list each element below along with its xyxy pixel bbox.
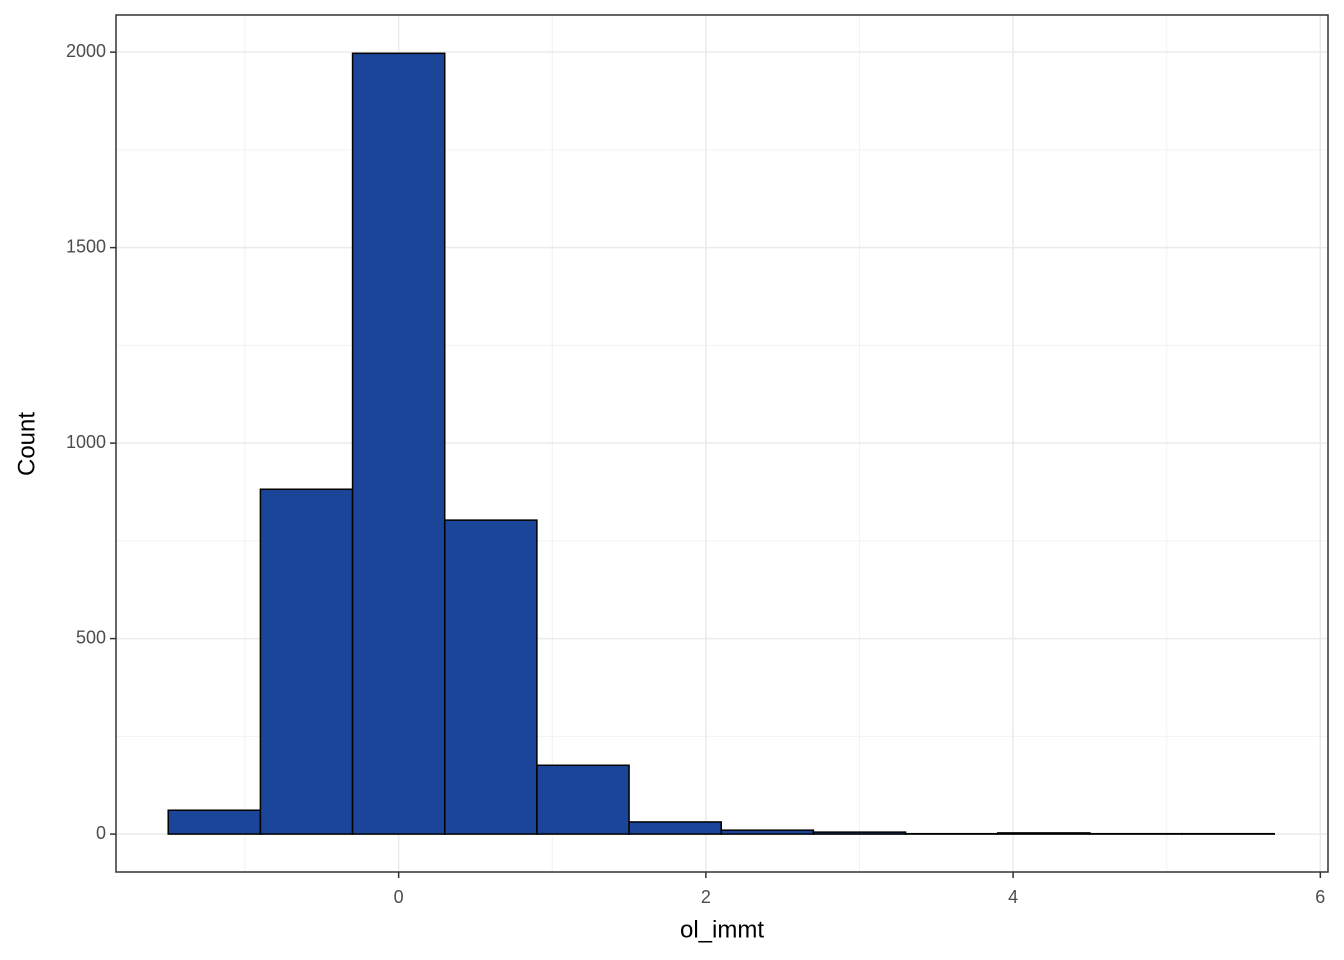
bar [443, 519, 538, 835]
bar [628, 821, 722, 835]
bar [720, 829, 815, 835]
y-tick-label: 500 [76, 627, 106, 647]
panel-border [115, 14, 1329, 873]
bar [536, 764, 630, 835]
y-axis-title: Count [13, 412, 40, 476]
x-tick-label: 4 [1008, 887, 1018, 907]
y-tick-label: 1500 [66, 236, 106, 256]
x-tick-label: 0 [394, 887, 404, 907]
bar [167, 809, 262, 835]
y-tick-label: 0 [96, 823, 106, 843]
bar [996, 832, 1091, 835]
y-tick-label: 2000 [66, 41, 106, 61]
bar [351, 52, 446, 835]
x-tick-label: 2 [701, 887, 711, 907]
bar [812, 831, 907, 835]
x-tick-label: 6 [1315, 887, 1325, 907]
y-tick-label: 1000 [66, 432, 106, 452]
bar [259, 488, 354, 835]
x-axis-title: ol_immt [680, 916, 764, 943]
